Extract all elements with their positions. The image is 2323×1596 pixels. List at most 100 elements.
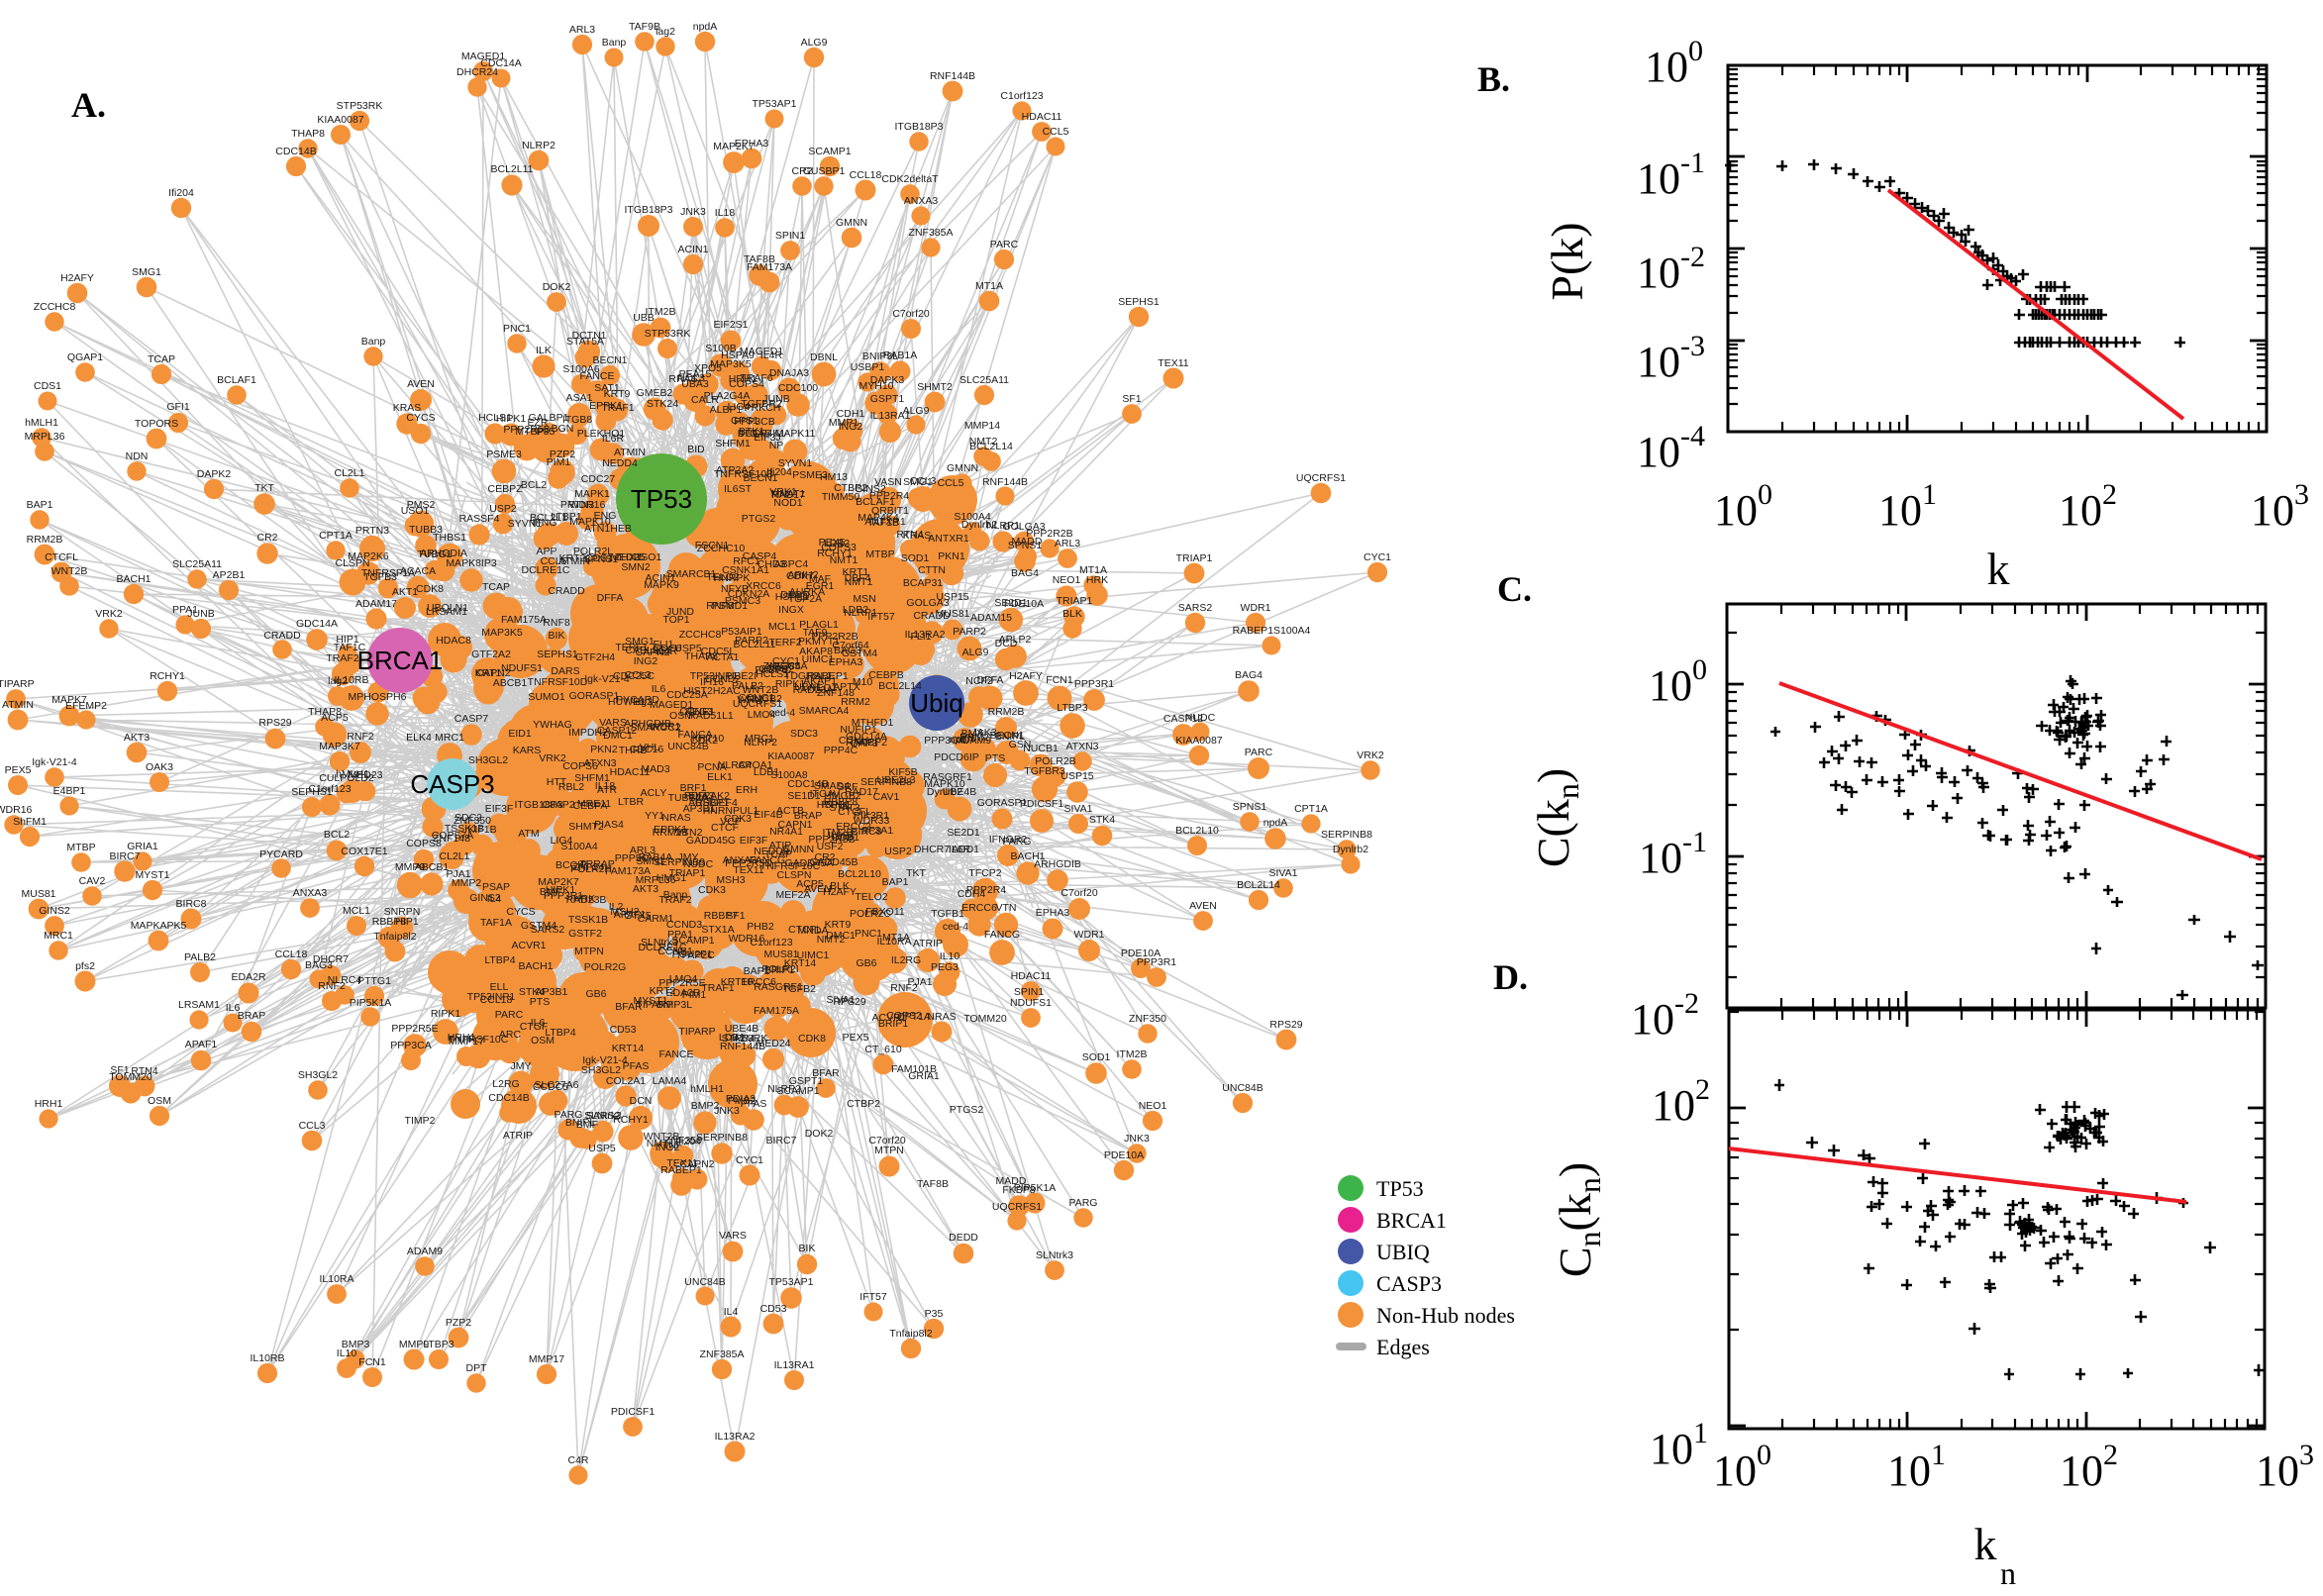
svg-text:IL13RA1: IL13RA1 xyxy=(774,1359,815,1371)
svg-text:1: 1 xyxy=(1693,1417,1708,1449)
svg-text:CDK3: CDK3 xyxy=(724,813,752,825)
svg-text:PARC: PARC xyxy=(495,1009,524,1021)
svg-text:TFCP2: TFCP2 xyxy=(968,867,1001,879)
svg-text:THAP8: THAP8 xyxy=(291,128,325,140)
svg-text:IL13RA1: IL13RA1 xyxy=(870,410,911,422)
svg-text:PKN1: PKN1 xyxy=(938,550,965,562)
svg-text:BFAR: BFAR xyxy=(615,1001,643,1013)
svg-text:ced-4: ced-4 xyxy=(769,707,795,719)
svg-text:DCTN1: DCTN1 xyxy=(571,330,606,342)
svg-text:MTBP: MTBP xyxy=(865,549,894,560)
svg-text:NRAS: NRAS xyxy=(927,1011,956,1023)
svg-text:10: 10 xyxy=(2256,1446,2299,1495)
svg-text:HDAC11: HDAC11 xyxy=(1011,970,1052,982)
svg-text:VCP: VCP xyxy=(720,816,742,828)
svg-text:DHCR7: DHCR7 xyxy=(313,953,349,965)
svg-text:TP53AP1: TP53AP1 xyxy=(753,98,797,110)
svg-text:MMP9: MMP9 xyxy=(399,1339,429,1350)
svg-text:ZCCHC8: ZCCHC8 xyxy=(679,629,722,641)
svg-text:TAF1A: TAF1A xyxy=(480,917,512,929)
svg-text:PJA1: PJA1 xyxy=(907,976,932,988)
svg-text:C1orf123: C1orf123 xyxy=(750,937,792,948)
svg-text:HCLS1: HCLS1 xyxy=(478,412,512,424)
svg-text:GRIA1: GRIA1 xyxy=(908,1070,940,1082)
svg-text:MAPK9: MAPK9 xyxy=(644,579,679,591)
svg-text:DBNL: DBNL xyxy=(810,351,838,363)
svg-text:SDC2: SDC2 xyxy=(454,812,482,824)
svg-text:CDK8: CDK8 xyxy=(798,1033,826,1045)
svg-text:BCCIP: BCCIP xyxy=(556,859,587,871)
svg-text:PSME3: PSME3 xyxy=(792,469,828,481)
svg-text:LTBP1: LTBP1 xyxy=(551,511,581,523)
svg-text:PHB2: PHB2 xyxy=(747,921,774,933)
svg-text:BIRC8: BIRC8 xyxy=(176,898,207,910)
svg-text:IFNG: IFNG xyxy=(532,517,556,529)
svg-text:DHCR24: DHCR24 xyxy=(456,66,498,78)
svg-text:NDUFS1: NDUFS1 xyxy=(1010,997,1052,1009)
svg-text:PLA2G4A: PLA2G4A xyxy=(704,390,751,402)
svg-text:MT1A: MT1A xyxy=(1079,564,1107,576)
svg-text:PARC: PARC xyxy=(1245,747,1273,758)
svg-text:TAF8B: TAF8B xyxy=(744,253,775,265)
svg-text:TRAF2: TRAF2 xyxy=(326,652,358,664)
svg-text:CYC1: CYC1 xyxy=(1364,551,1391,563)
svg-text:ERCC6: ERCC6 xyxy=(961,902,997,914)
svg-text:SF1: SF1 xyxy=(726,910,745,922)
svg-text:PTS: PTS xyxy=(530,996,550,1008)
svg-text:TRAF1: TRAF1 xyxy=(601,402,634,414)
svg-text:NLRP2: NLRP2 xyxy=(522,140,556,151)
svg-text:CDC14A: CDC14A xyxy=(480,57,521,69)
svg-text:NEDD4: NEDD4 xyxy=(602,457,638,469)
svg-text:WNT2B: WNT2B xyxy=(743,684,779,696)
svg-text:CASP12: CASP12 xyxy=(1163,713,1203,725)
svg-text:IL10: IL10 xyxy=(337,1347,357,1359)
svg-text:CEBPB: CEBPB xyxy=(868,669,904,681)
svg-text:NOL3: NOL3 xyxy=(677,372,705,384)
svg-text:H2AFY: H2AFY xyxy=(1009,670,1043,682)
svg-text:S100A6: S100A6 xyxy=(562,363,600,375)
svg-text:ELK1: ELK1 xyxy=(707,771,733,783)
svg-text:ARHGDIA: ARHGDIA xyxy=(420,548,467,559)
svg-text:UBA1: UBA1 xyxy=(794,681,822,693)
svg-text:ATXN3: ATXN3 xyxy=(583,757,616,769)
svg-text:CCL3: CCL3 xyxy=(625,669,652,681)
svg-text:BLK: BLK xyxy=(1062,608,1082,620)
svg-text:BIK: BIK xyxy=(549,630,565,642)
svg-text:MMP1: MMP1 xyxy=(829,417,858,429)
svg-text:NLRP2: NLRP2 xyxy=(767,1083,801,1095)
svg-text:DFFA: DFFA xyxy=(597,592,624,604)
svg-text:USO1: USO1 xyxy=(634,551,662,563)
svg-text:UBE2I: UBE2I xyxy=(727,670,757,682)
svg-text:EIF2S1: EIF2S1 xyxy=(713,319,748,331)
svg-text:hMLH1: hMLH1 xyxy=(25,417,58,429)
svg-text:DARS: DARS xyxy=(551,665,579,677)
svg-text:IL6: IL6 xyxy=(652,683,666,695)
svg-text:NLRP1: NLRP1 xyxy=(986,520,1020,532)
svg-text:MNAT1: MNAT1 xyxy=(771,488,806,500)
svg-text:EPHA3: EPHA3 xyxy=(735,138,769,150)
svg-text:P53AIP1: P53AIP1 xyxy=(721,626,762,638)
svg-text:RAD23A: RAD23A xyxy=(793,684,834,696)
svg-text:SOD1: SOD1 xyxy=(1082,1051,1111,1063)
svg-text:Ifi204: Ifi204 xyxy=(766,466,792,478)
svg-text:B.: B. xyxy=(1477,59,1510,99)
svg-text:PPP3CB: PPP3CB xyxy=(734,416,774,428)
svg-text:MAPK10: MAPK10 xyxy=(924,778,965,790)
svg-text:TKT: TKT xyxy=(254,482,274,494)
svg-text:TRAF6: TRAF6 xyxy=(740,372,772,384)
svg-text:BCL2L14: BCL2L14 xyxy=(969,441,1013,452)
svg-text:FANCG: FANCG xyxy=(750,854,785,866)
svg-text:BRAP: BRAP xyxy=(238,1010,266,1022)
svg-text:CCNE1: CCNE1 xyxy=(679,706,715,718)
svg-text:CCL5: CCL5 xyxy=(541,555,567,567)
svg-text:TNFRSF10C: TNFRSF10C xyxy=(760,860,821,872)
svg-text:CULPOLD2: CULPOLD2 xyxy=(319,772,374,784)
svg-text:SMARCC2: SMARCC2 xyxy=(630,722,681,734)
svg-text:GTF2H4: GTF2H4 xyxy=(575,651,615,663)
svg-text:BCL2L14: BCL2L14 xyxy=(878,680,922,692)
svg-text:MCL1: MCL1 xyxy=(343,905,370,917)
svg-text:KRAS: KRAS xyxy=(393,402,422,414)
svg-text:PJA1: PJA1 xyxy=(446,868,470,880)
svg-text:C.: C. xyxy=(1497,569,1532,609)
svg-text:MSH2: MSH2 xyxy=(610,906,639,918)
